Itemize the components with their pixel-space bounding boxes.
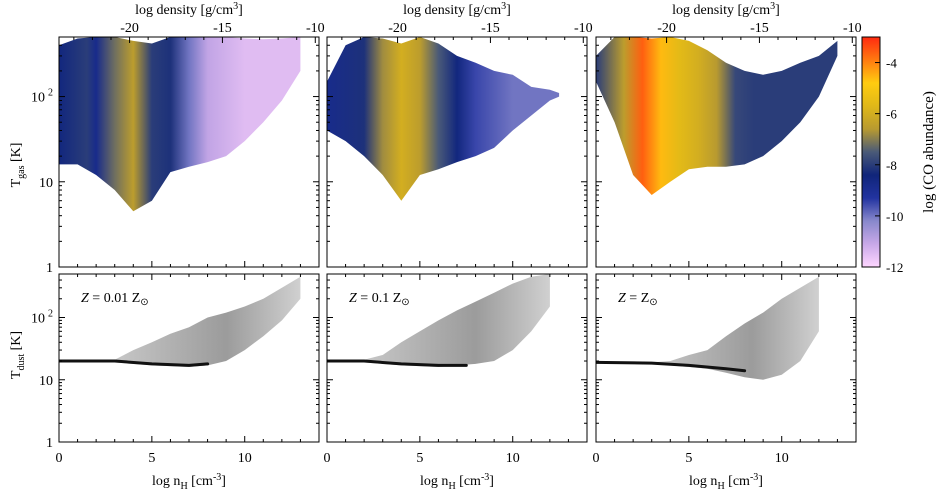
y-tick-label: 1 (46, 436, 53, 451)
dust-core-line (596, 360, 747, 373)
top-tick-label: -20 (120, 21, 139, 36)
top-axis-label: log density [g/cm3] (135, 1, 243, 18)
row-label-gas-unit: [K] (9, 143, 24, 166)
x-tick-label: 0 (324, 451, 331, 466)
x-tick-label: 10 (775, 451, 789, 466)
x-tick-label: 5 (685, 451, 692, 466)
colorbar-label: log (CO abundance) (921, 91, 937, 213)
top-tick-label: -15 (750, 21, 769, 36)
top-tick-label: -10 (574, 21, 593, 36)
panel-data (59, 37, 301, 212)
row-label-dust: Tdust [K] (9, 331, 27, 379)
dust-distribution (651, 276, 819, 380)
x-tick-label: 0 (593, 451, 600, 466)
x-tick-label: 5 (148, 451, 155, 466)
bottom-axis-label: log nH [cm-3] (152, 472, 226, 491)
top-axis-label: log density [g/cm3] (672, 1, 780, 18)
x-tick-label: 10 (238, 451, 252, 466)
bottom-axis-label: log nH [cm-3] (689, 472, 763, 491)
row-label-gas: Tgas [K] (9, 143, 27, 188)
top-axis-label: log density [g/cm3] (403, 1, 511, 18)
top-tick-label: -20 (657, 21, 676, 36)
panel-bottom-right: Z = Z⊙ 0 5 10 (593, 273, 857, 466)
panel-top-right: -20 -15 -10 (595, 21, 862, 268)
x-tick-label: 5 (416, 451, 423, 466)
top-tick-label: -15 (481, 21, 500, 36)
bottom-axis-label: log nH [cm-3] (420, 472, 494, 491)
panel-annotation: Z = Z⊙ (618, 291, 658, 308)
dust-distribution (364, 274, 550, 367)
colorbar-tick-label: -12 (886, 260, 903, 275)
row-label-dust-unit: [K] (9, 331, 24, 354)
panel-top-middle: -20 -15 -10 (326, 21, 593, 268)
dust-core-line (327, 359, 468, 367)
row-label-gas-sub: gas (16, 165, 27, 178)
colorbar: -4 -6 -8 -10 -12 log (CO abundance) (861, 36, 937, 275)
dust-core-line (59, 359, 210, 367)
y-tick-label: 10 (31, 312, 45, 327)
x-tick-label: 0 (56, 451, 63, 466)
panel-data (327, 274, 550, 367)
svg-text:Tdust [K]: Tdust [K] (9, 331, 27, 379)
panel-annotation: Z = 0.01 Z⊙ (81, 291, 149, 308)
y-tick-label-exp: 2 (48, 88, 53, 99)
panel-data (59, 276, 301, 367)
panel-data (596, 276, 819, 380)
gas-distribution (596, 37, 838, 195)
x-tick-label: 10 (506, 451, 520, 466)
colorbar-tick-label: -4 (886, 56, 897, 71)
y-tick-label: 10 (39, 374, 53, 389)
y-tick-label: 1 (46, 261, 53, 276)
y-tick-label-exp: 2 (48, 309, 53, 320)
panel-annotation: Z = 0.1 Z⊙ (349, 291, 410, 308)
top-tick-label: -15 (213, 21, 232, 36)
panel-data (596, 37, 838, 195)
top-tick-label: -20 (388, 21, 407, 36)
row-label-dust-main: T (9, 370, 24, 379)
gas-distribution (327, 37, 560, 201)
colorbar-tick-label: -6 (886, 107, 897, 122)
dust-distribution (114, 276, 301, 367)
svg-text:Tgas [K]: Tgas [K] (9, 143, 27, 188)
colorbar-tick-label: -10 (886, 209, 903, 224)
top-tick-label: -10 (306, 21, 325, 36)
colorbar-gradient (861, 36, 881, 268)
top-axis-labels: log density [g/cm3] log density [g/cm3] lo… (135, 1, 780, 18)
y-tick-label: 10 (31, 91, 45, 106)
y-tick-label: 10 (39, 176, 53, 191)
row-label-gas-main: T (9, 178, 24, 187)
row-label-dust-sub: dust (16, 354, 27, 371)
top-tick-label: -10 (843, 21, 862, 36)
panel-data (327, 37, 560, 201)
bottom-axis-labels: log nH [cm-3] log nH [cm-3] log nH [cm-3] (152, 472, 763, 491)
colorbar-tick-label: -8 (886, 158, 897, 173)
gas-distribution (59, 37, 301, 212)
panel-bottom-middle: Z = 0.1 Z⊙ 0 5 10 (324, 273, 588, 466)
